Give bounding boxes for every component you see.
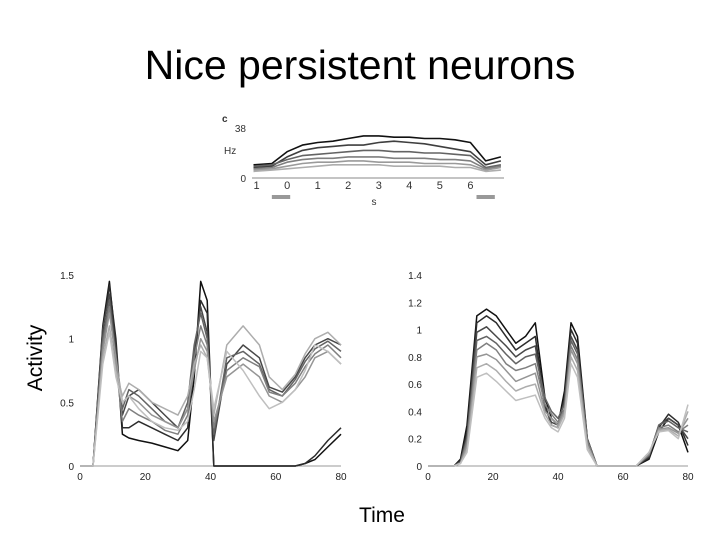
x-tick-label: 60 [617, 472, 629, 483]
series-line-1 [253, 135, 502, 166]
x-tick-label: 20 [487, 472, 499, 483]
x-tick-label: 3 [376, 180, 382, 192]
series-line-3 [253, 149, 502, 169]
x-tick-label: 80 [682, 472, 694, 483]
x-tick-label: 6 [467, 180, 473, 192]
y-tick-label: 0.2 [408, 435, 422, 446]
series-line-8 [428, 362, 689, 467]
y-tick-label: 0 [68, 462, 74, 473]
y-tick-label: 0 [416, 462, 422, 473]
cue-bar-2 [476, 195, 495, 199]
x-tick-label: 20 [140, 472, 152, 483]
panel-letter: c [222, 114, 228, 125]
series-line-5 [428, 342, 689, 467]
y-tick-label: 0.6 [408, 380, 422, 391]
y-tick-label: 0.8 [408, 353, 422, 364]
x-tick-label: 40 [205, 472, 217, 483]
inset-x-unit: s [372, 197, 377, 208]
series-line-7 [80, 325, 342, 467]
series-line-8 [80, 331, 342, 467]
chart-panel-bottom-left: 0 20 40 60 80 0 0.5 1 1.5 [60, 271, 347, 483]
y-tick-label: 1 [416, 326, 422, 337]
y-tick-label: 0.5 [60, 398, 74, 409]
x-tick-label: 2 [345, 180, 351, 192]
series-line-4 [253, 156, 502, 170]
x-tick-label: 1 [254, 180, 260, 192]
y-tick-label: 1.5 [60, 271, 74, 282]
y-tick-label: 38 [235, 124, 247, 135]
x-tick-label: 80 [335, 472, 347, 483]
x-tick-label: 0 [284, 180, 290, 192]
x-tick-label: 0 [77, 472, 83, 483]
x-tick-label: 5 [437, 180, 443, 192]
series-line-3 [428, 326, 689, 467]
cue-bar-1 [271, 195, 291, 199]
x-axis-label: Time [359, 504, 405, 527]
x-tick-label: 4 [406, 180, 412, 192]
series-line-6 [253, 164, 501, 173]
x-tick-label: 1 [315, 180, 321, 192]
series-line-5 [253, 160, 502, 171]
x-tick-label: 0 [425, 472, 431, 483]
y-tick-label: 1 [68, 335, 74, 346]
y-tick-label: 1.2 [408, 298, 422, 309]
y-tick-label: 1.4 [408, 271, 422, 282]
x-tick-label: 40 [552, 472, 564, 483]
chart-panel-bottom-right: 0 20 40 60 80 0 0.2 0.4 0.6 0.8 1 1.2 1.4 [408, 271, 694, 483]
series-line-2 [253, 140, 502, 169]
y-tick-label: 0.4 [408, 407, 422, 418]
slide-title: Nice persistent neurons [144, 42, 576, 88]
inset-y-unit: Hz [224, 146, 236, 157]
y-tick-label: 0 [240, 174, 246, 185]
x-tick-label: 60 [270, 472, 282, 483]
